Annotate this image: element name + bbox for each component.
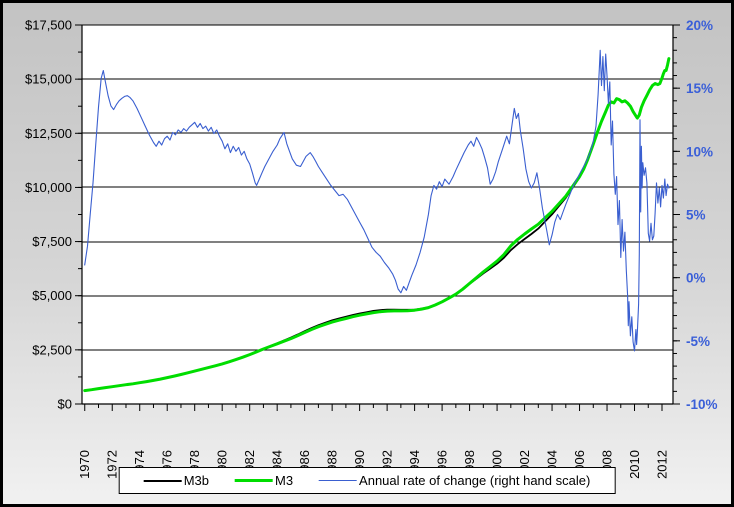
m3b-line-swatch	[143, 479, 182, 482]
x-axis-tick-label: 1972	[105, 450, 120, 479]
legend-item-m3b: M3b	[143, 473, 209, 488]
rate-series-line	[84, 49, 670, 352]
legend-label-rate: Annual rate of change (right hand scale)	[359, 473, 591, 488]
legend-label-m3b: M3b	[183, 473, 209, 488]
legend: M3b M3 Annual rate of change (right hand…	[118, 467, 616, 494]
right-axis-tick-label: 10%	[686, 144, 713, 159]
rate-line-swatch	[319, 480, 358, 481]
gridlines	[82, 24, 673, 405]
legend-item-rate: Annual rate of change (right hand scale)	[319, 473, 590, 488]
money-supply-chart: $0 $2,500 $5,000 $7,500 $10,000 $12,500 $15,00…	[25, 18, 718, 479]
left-axis-tick-label: $2,500	[32, 342, 72, 357]
m3-series-line	[83, 57, 671, 393]
x-axis-tick-label: 2010	[627, 450, 642, 479]
left-axis-tick-label: $12,500	[25, 126, 72, 141]
left-axis-labels: $0 $2,500 $5,000 $7,500 $10,000 $12,500 $15,00…	[25, 18, 72, 412]
right-axis-labels: -10% -5% 0% 5% 10% 15% 20%	[686, 18, 718, 412]
m3-line-swatch	[234, 479, 273, 482]
plot-area	[82, 25, 673, 404]
right-axis-tick-label: 20%	[686, 18, 713, 33]
right-axis-tick-label: -5%	[686, 334, 710, 349]
left-axis-tick-label: $0	[58, 397, 72, 412]
legend-item-m3: M3	[234, 473, 294, 488]
legend-label-m3: M3	[274, 473, 294, 488]
left-axis-tick-label: $10,000	[25, 180, 72, 195]
right-axis-tick-label: 0%	[686, 271, 706, 286]
x-axis-tick-label: 1970	[77, 450, 92, 479]
left-axis-tick-label: $15,000	[25, 72, 72, 87]
left-axis-tick-label: $7,500	[32, 234, 72, 249]
x-axis-tick-label: 2012	[655, 450, 670, 479]
right-axis-tick-label: -10%	[686, 397, 718, 412]
axis-ticks	[75, 24, 680, 411]
left-axis-tick-label: $5,000	[32, 288, 72, 303]
right-axis-tick-label: 15%	[686, 81, 713, 96]
left-axis-tick-label: $17,500	[25, 18, 72, 33]
right-axis-tick-label: 5%	[686, 208, 706, 223]
